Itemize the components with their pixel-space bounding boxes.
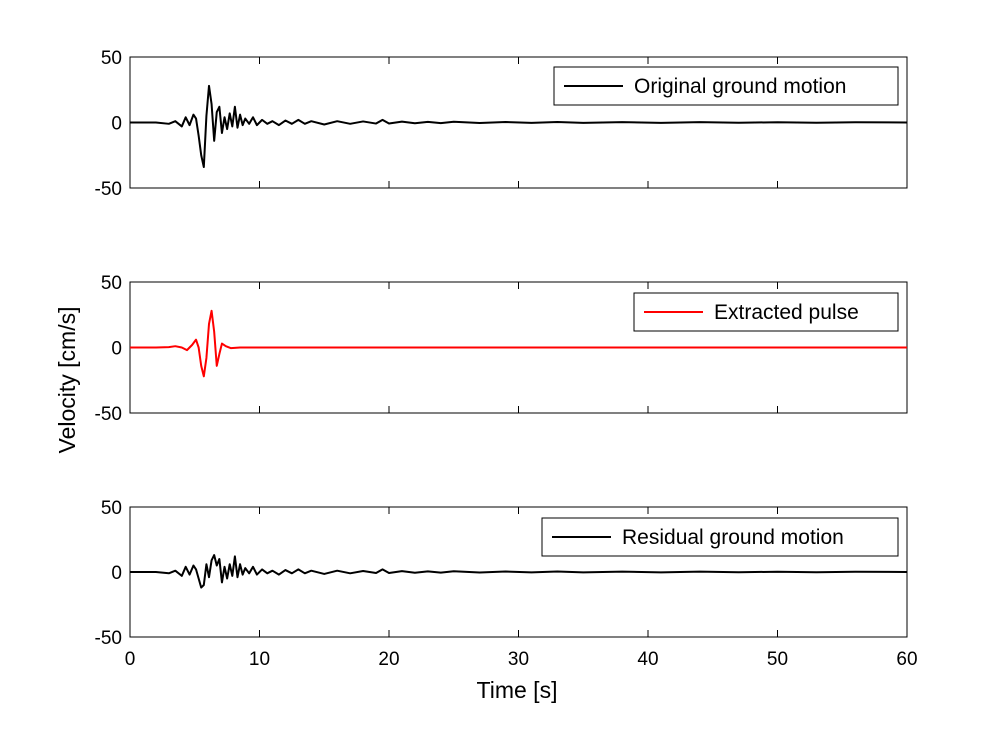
- y-tick-label: -50: [95, 179, 122, 200]
- y-tick-label: 0: [111, 114, 122, 135]
- y-tick-label: 50: [101, 498, 122, 519]
- x-tick-label: 50: [767, 649, 788, 670]
- panel-2: -50 0 50 Extracted pulse: [95, 273, 908, 425]
- legend-label: Residual ground motion: [622, 526, 844, 549]
- series-line-2: [130, 309, 907, 378]
- x-tick-label: 30: [508, 649, 529, 670]
- y-tick-label: -50: [95, 628, 122, 649]
- y-tick-label: 0: [111, 339, 122, 360]
- legend-1: Original ground motion: [553, 66, 899, 106]
- y-tick-label: 0: [111, 563, 122, 584]
- y-axis-label: Velocity [cm/s]: [54, 307, 80, 454]
- series-line-3: [130, 554, 908, 589]
- x-tick-label: 0: [125, 649, 136, 670]
- legend-label: Extracted pulse: [714, 301, 859, 324]
- panel-1: -50 0 50 Original ground motion: [95, 48, 908, 200]
- x-tick-label: 40: [637, 649, 658, 670]
- y-tick-label: 50: [101, 48, 122, 69]
- legend-3: Residual ground motion: [541, 517, 899, 557]
- x-tick-label: 20: [378, 649, 399, 670]
- x-tick-label: 60: [896, 649, 917, 670]
- y-tick-label: 50: [101, 273, 122, 294]
- series-line-1: [130, 84, 908, 169]
- legend-label: Original ground motion: [634, 75, 846, 98]
- x-tick-label: 10: [249, 649, 270, 670]
- x-axis-label: Time [s]: [477, 677, 558, 703]
- y-tick-label: -50: [95, 404, 122, 425]
- legend-2: Extracted pulse: [633, 292, 899, 332]
